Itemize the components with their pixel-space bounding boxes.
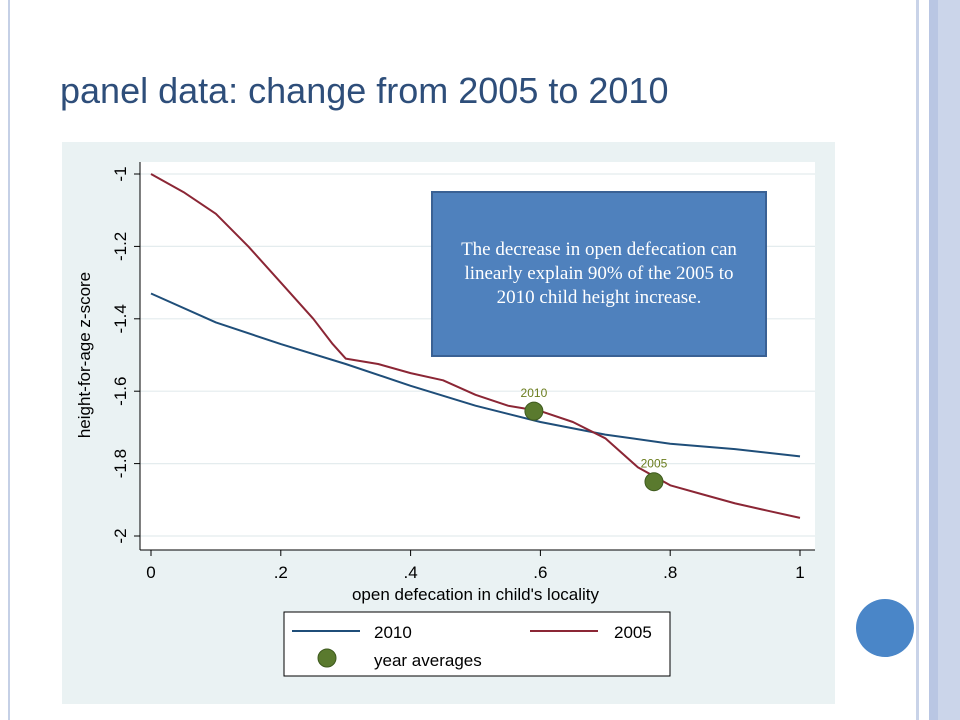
- y-axis-label: height-for-age z-score: [75, 272, 94, 438]
- legend-label-2005: 2005: [614, 623, 652, 642]
- legend-label-year-averages: year averages: [374, 651, 482, 670]
- year-average-marker-2010: [524, 401, 544, 421]
- year-average-label-2010: 2010: [521, 386, 548, 400]
- x-tick-label: .2: [274, 563, 288, 582]
- year-average-label-2005: 2005: [641, 457, 668, 471]
- x-axis-label: open defecation in child's locality: [352, 585, 600, 604]
- callout-text: The decrease in open defecation can line…: [461, 239, 737, 308]
- legend-box: [283, 611, 671, 677]
- y-tick-label: -1: [111, 166, 130, 181]
- y-tick-label: -2: [111, 528, 130, 543]
- y-tick-label: -1.2: [111, 232, 130, 261]
- x-tick-label: .6: [533, 563, 547, 582]
- x-tick-label: 1: [795, 563, 804, 582]
- x-tick-label: .4: [404, 563, 418, 582]
- legend-marker-year-averages: [317, 648, 337, 668]
- year-average-marker-2005: [644, 472, 664, 492]
- y-tick-label: -1.6: [111, 377, 130, 406]
- slide-right-stripes: [916, 0, 960, 720]
- chart-panel: -2 -1.8 -1.6 -1.4 -1.2 -1 0 .2 .4 .6 .8 1 open defec…: [62, 142, 835, 704]
- series-line-2010: [150, 292, 801, 458]
- y-tick-label: -1.8: [111, 449, 130, 478]
- decorative-circle: [856, 599, 914, 657]
- slide-left-border: [8, 0, 10, 720]
- x-tick-label: .8: [663, 563, 677, 582]
- x-tick-label: 0: [146, 563, 155, 582]
- legend-label-2010: 2010: [374, 623, 412, 642]
- callout-box: The decrease in open defecation can line…: [431, 191, 767, 357]
- series-line-2005: [150, 173, 801, 519]
- slide-title: panel data: change from 2005 to 2010: [60, 70, 669, 111]
- y-tick-label: -1.4: [111, 304, 130, 333]
